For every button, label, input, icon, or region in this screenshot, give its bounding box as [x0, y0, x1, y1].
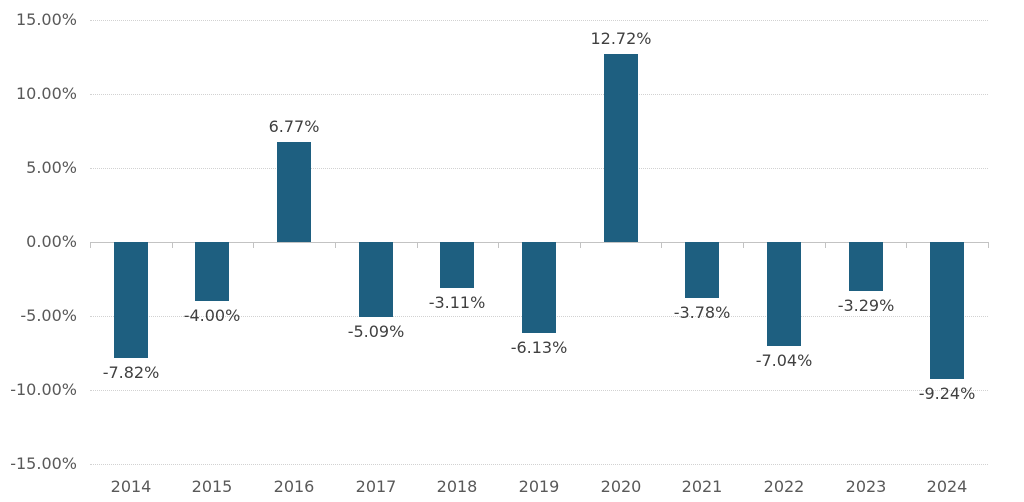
data-label-2016: 6.77% — [268, 117, 320, 136]
x-tick-label-2017: 2017 — [355, 477, 397, 496]
bar-2016 — [277, 142, 311, 242]
data-label-2020: 12.72% — [590, 29, 652, 48]
y-gridline — [90, 390, 988, 391]
data-label-2023: -3.29% — [837, 296, 895, 315]
y-tick-label: -10.00% — [10, 380, 77, 399]
x-tick-label-2020: 2020 — [600, 477, 642, 496]
data-label-2017: -5.09% — [347, 322, 405, 341]
y-tick-label: 15.00% — [15, 10, 77, 29]
x-tick-label-2023: 2023 — [845, 477, 887, 496]
x-axis-tick — [90, 242, 91, 248]
data-label-2014: -7.82% — [102, 363, 160, 382]
x-axis-tick — [743, 242, 744, 248]
x-tick-label-2022: 2022 — [763, 477, 805, 496]
data-label-2021: -3.78% — [673, 303, 731, 322]
y-tick-label: -5.00% — [20, 306, 77, 325]
y-tick-label: 10.00% — [15, 84, 77, 103]
data-label-2018: -3.11% — [428, 293, 486, 312]
x-axis-tick — [417, 242, 418, 248]
bar-2021 — [685, 242, 719, 298]
y-tick-label: -15.00% — [10, 454, 77, 473]
x-axis-tick — [906, 242, 907, 248]
x-axis-tick — [253, 242, 254, 248]
bar-2024 — [930, 242, 964, 379]
data-label-2022: -7.04% — [755, 351, 813, 370]
y-gridline — [90, 464, 988, 465]
x-axis-tick — [580, 242, 581, 248]
bar-2015 — [195, 242, 229, 301]
bar-2017 — [359, 242, 393, 317]
y-tick-label: 0.00% — [26, 232, 77, 251]
bar-2023 — [849, 242, 883, 291]
x-tick-label-2015: 2015 — [191, 477, 233, 496]
y-gridline — [90, 20, 988, 21]
x-axis-tick — [825, 242, 826, 248]
bar-2018 — [440, 242, 474, 288]
x-tick-label-2014: 2014 — [110, 477, 152, 496]
x-axis-tick — [335, 242, 336, 248]
x-axis-tick — [172, 242, 173, 248]
y-tick-label: 5.00% — [26, 158, 77, 177]
x-axis-tick — [498, 242, 499, 248]
x-tick-label-2018: 2018 — [436, 477, 478, 496]
x-tick-label-2019: 2019 — [518, 477, 560, 496]
data-label-2015: -4.00% — [183, 306, 241, 325]
y-gridline — [90, 168, 988, 169]
bar-2019 — [522, 242, 556, 333]
x-axis-tick — [661, 242, 662, 248]
data-label-2024: -9.24% — [918, 384, 976, 403]
bar-2014 — [114, 242, 148, 358]
x-tick-label-2021: 2021 — [681, 477, 723, 496]
bar-2022 — [767, 242, 801, 346]
x-axis-tick — [988, 242, 989, 248]
x-tick-label-2024: 2024 — [926, 477, 968, 496]
data-label-2019: -6.13% — [510, 338, 568, 357]
x-tick-label-2016: 2016 — [273, 477, 315, 496]
bar-2020 — [604, 54, 638, 242]
y-gridline — [90, 94, 988, 95]
